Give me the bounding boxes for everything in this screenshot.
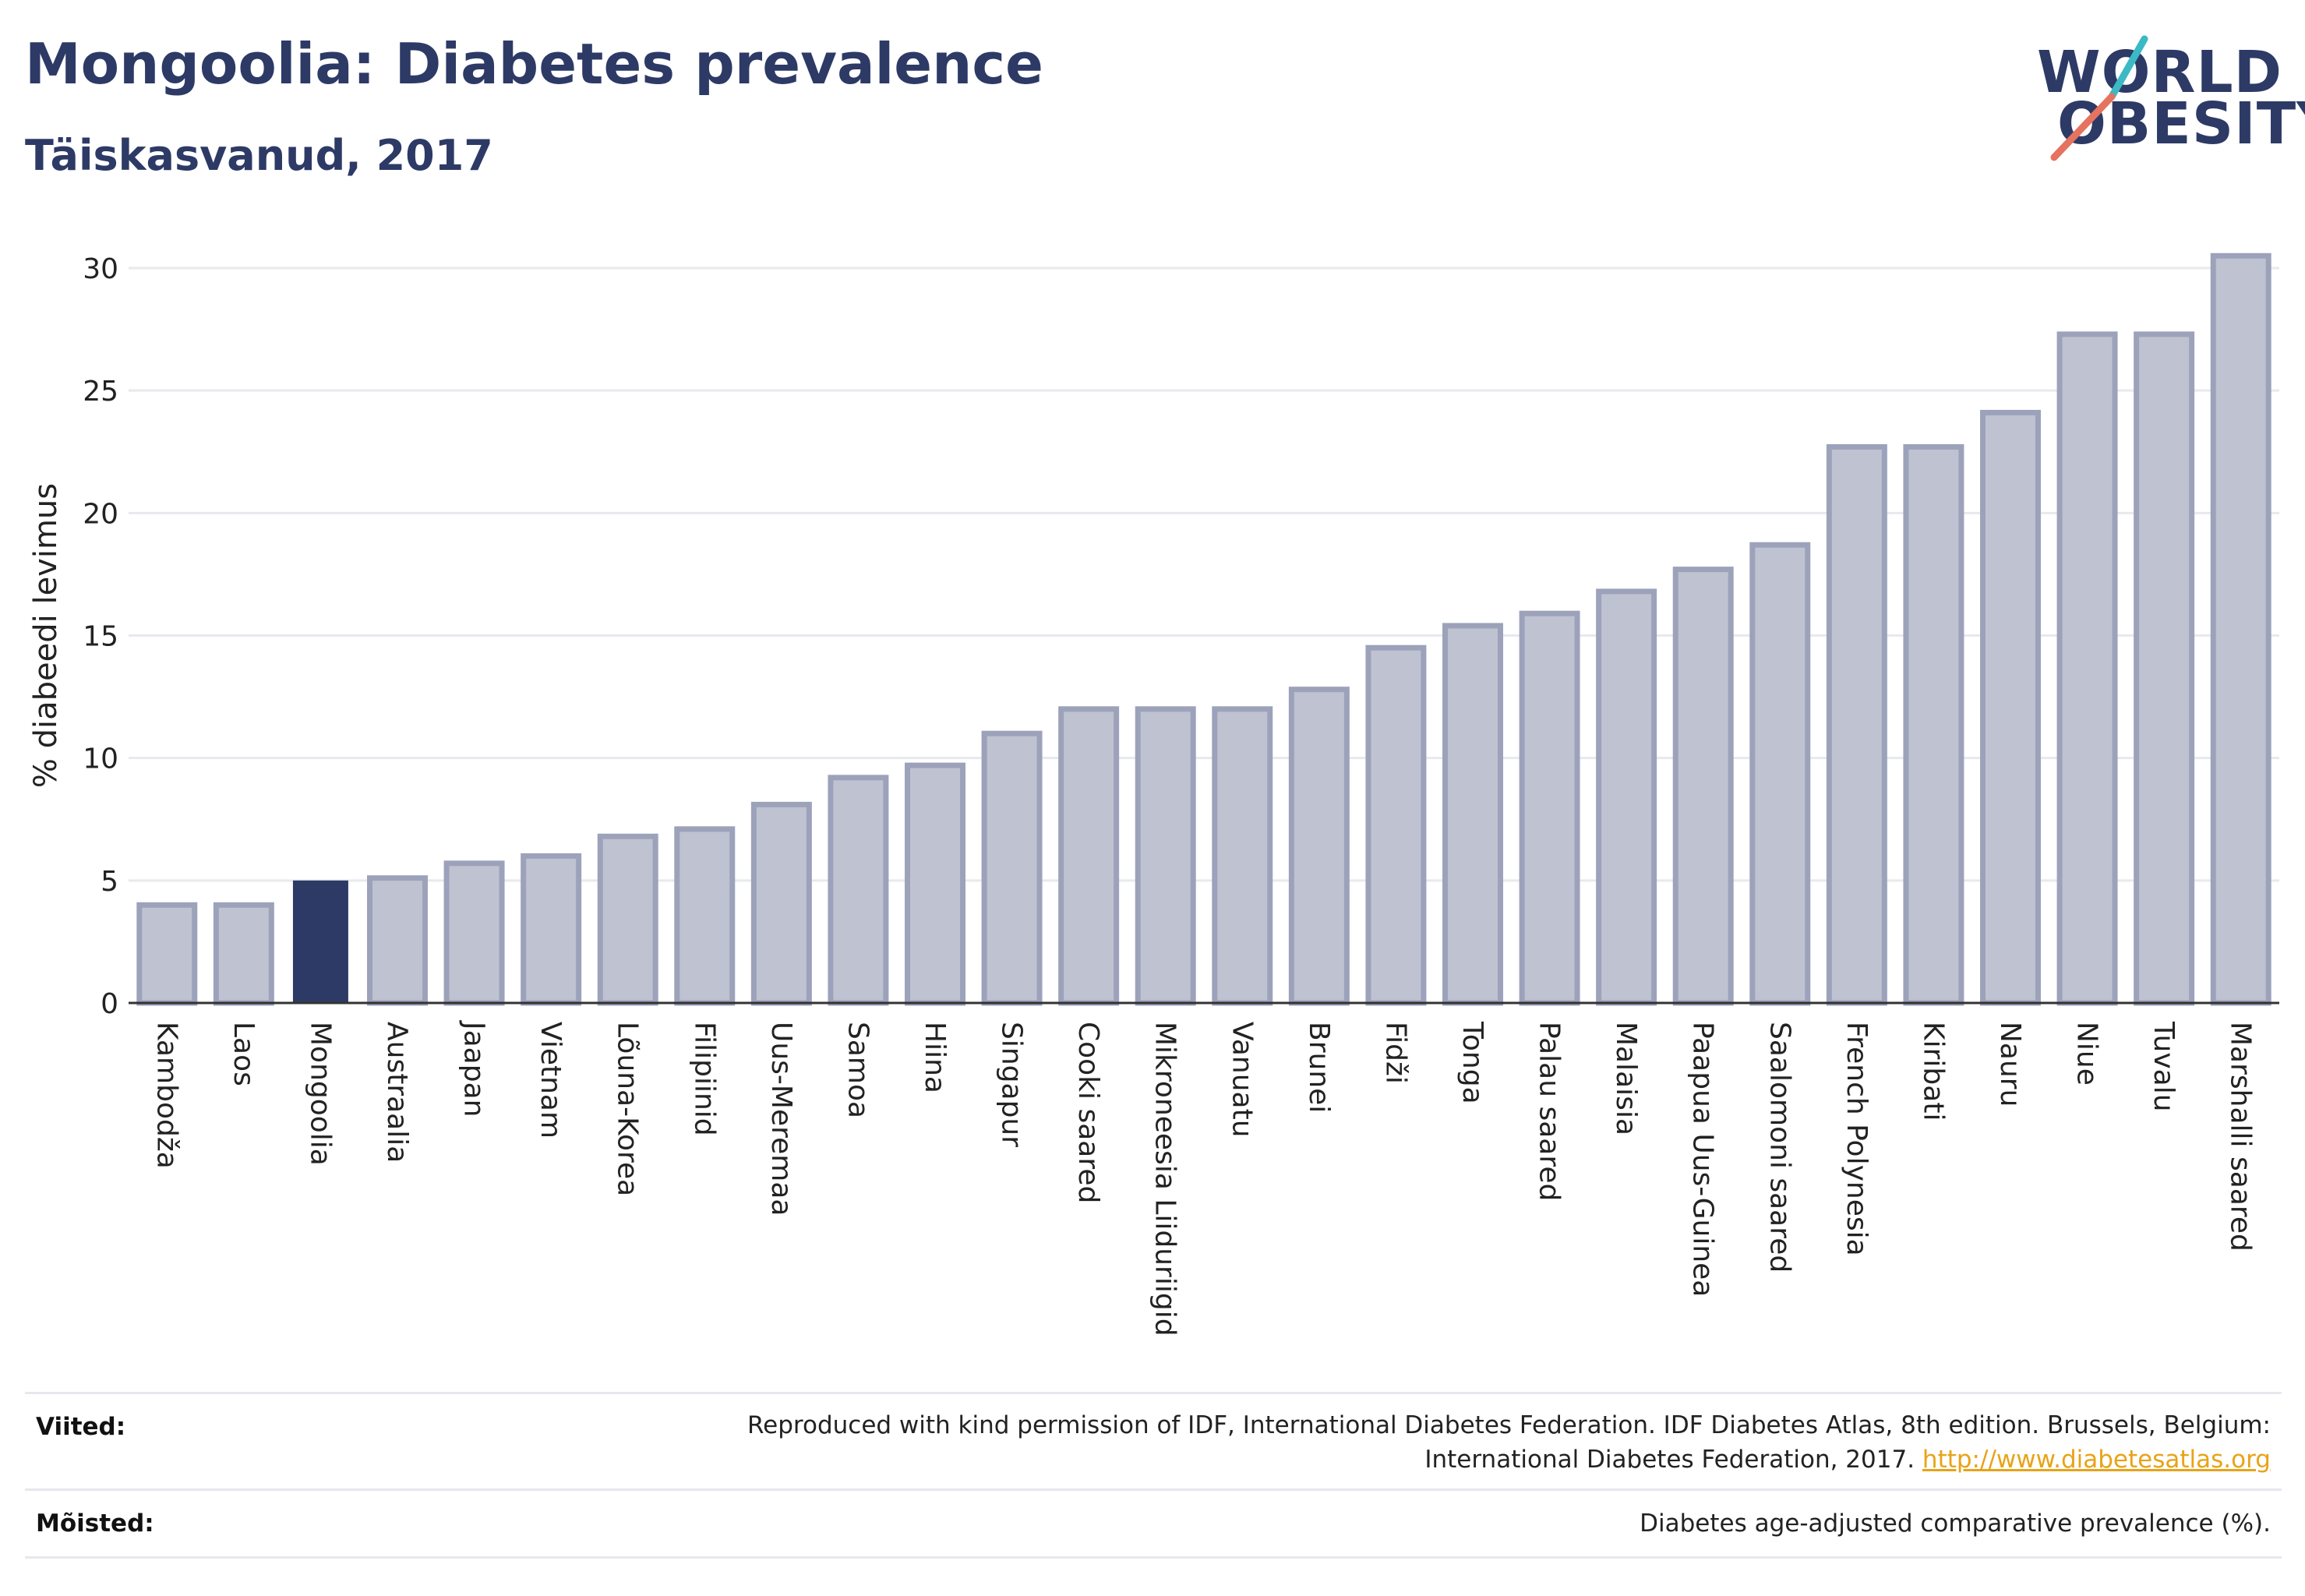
- bar-niue: [2056, 331, 2118, 1006]
- x-tick-label: Kambodža: [150, 1022, 182, 1169]
- bar-laos: [213, 902, 274, 1006]
- chart-subtitle: Täiskasvanud, 2017: [25, 131, 493, 180]
- bar-hiina: [905, 762, 965, 1006]
- x-tick-label: Hiina: [919, 1022, 951, 1093]
- world-obesity-logo: WORLD OBESITY: [2026, 31, 2305, 171]
- x-tick-label: Mongoolia: [304, 1022, 336, 1166]
- bar-singapur: [981, 730, 1043, 1006]
- x-tick-label: Brunei: [1303, 1022, 1335, 1113]
- bar-vanuatu: [1212, 706, 1273, 1006]
- x-tick-label: Uus-Meremaa: [765, 1022, 797, 1216]
- footer-definitions-row: Mõisted: Diabetes age-adjusted comparati…: [25, 1488, 2282, 1559]
- chart-title: Mongoolia: Diabetes prevalence: [25, 31, 1043, 97]
- x-tick-label: Palau saared: [1534, 1022, 1565, 1201]
- y-tick-label: 30: [83, 253, 118, 285]
- y-tick-label: 5: [101, 866, 118, 898]
- x-tick-label: Nauru: [1994, 1022, 2026, 1107]
- diabetesatlas-link[interactable]: http://www.diabetesatlas.org: [1922, 1446, 2271, 1474]
- bar-l-una-korea: [597, 833, 658, 1006]
- y-axis-label: % diabeedi levimus: [28, 483, 64, 788]
- bar-nauru: [1980, 409, 2041, 1006]
- y-tick-label: 10: [83, 743, 118, 775]
- bar-tuvalu: [2134, 331, 2195, 1006]
- x-tick-label: Paapua Uus-Guinea: [1687, 1022, 1719, 1297]
- bar-french-polynesia: [1826, 443, 1887, 1006]
- bar-mikroneesia-liiduriigid: [1135, 706, 1196, 1006]
- logo-slash-icon: [2050, 35, 2148, 161]
- bar-marshalli-saared: [2210, 252, 2271, 1006]
- x-tick-label: Austraalia: [381, 1022, 413, 1163]
- bar-saalomoni-saared: [1749, 542, 1811, 1006]
- x-tick-label: Lõuna-Korea: [612, 1022, 644, 1196]
- x-tick-label: Tonga: [1456, 1021, 1488, 1104]
- sources-line-2-text: International Diabetes Federation, 2017.: [1424, 1446, 1915, 1474]
- definitions-label: Mõisted:: [36, 1509, 154, 1538]
- bar-malaisia: [1596, 588, 1657, 1006]
- y-tick-label: 20: [83, 498, 118, 530]
- x-tick-label: Malaisia: [1610, 1022, 1642, 1135]
- bar-vietnam: [521, 853, 582, 1006]
- y-tick-label: 15: [83, 621, 118, 653]
- x-tick-label: Marshalli saared: [2225, 1022, 2257, 1252]
- logo-word-world: WORLD: [2037, 39, 2283, 106]
- x-tick-label: Samoa: [842, 1022, 874, 1118]
- bar-chart: 0 5 10 15 20 25 30 % diabeedi levimus Kambodža La…: [28, 252, 2279, 1336]
- bar-fid-i: [1365, 644, 1427, 1006]
- bar-austraalia: [367, 875, 428, 1006]
- sources-text: Reproduced with kind permission of IDF, …: [747, 1408, 2271, 1477]
- bar-kiribati: [1903, 443, 1964, 1006]
- bar-mongoolia: [292, 880, 348, 1003]
- x-tick-label: Vietnam: [535, 1022, 567, 1139]
- x-tick-label: Niue: [2071, 1022, 2103, 1086]
- x-tick-label: Filipiinid: [688, 1022, 720, 1136]
- sources-label: Viited:: [36, 1413, 126, 1441]
- bar-filipiinid: [674, 826, 736, 1006]
- x-tick-label: Mikroneesia Liiduriigid: [1149, 1022, 1181, 1336]
- bar-brunei: [1288, 687, 1350, 1006]
- bar-palau-saared: [1519, 610, 1580, 1006]
- definitions-text: Diabetes age-adjusted comparative preval…: [1640, 1509, 2271, 1538]
- y-tick-label: 0: [101, 988, 118, 1020]
- bar-uus-meremaa: [750, 801, 812, 1006]
- x-tick-label: Fidži: [1379, 1022, 1411, 1084]
- x-tick-label: Cooki saared: [1072, 1022, 1104, 1203]
- x-tick-label: Saalomoni saared: [1763, 1022, 1795, 1273]
- bar-samoa: [828, 775, 889, 1006]
- x-tick-label: Singapur: [996, 1022, 1028, 1147]
- x-tick-label: Kiribati: [1917, 1022, 1949, 1121]
- x-tick-label: Laos: [228, 1022, 259, 1086]
- footer-sources-row: Viited: Reproduced with kind permission …: [25, 1392, 2282, 1489]
- y-tick-label: 25: [83, 376, 118, 408]
- sources-line-2: International Diabetes Federation, 2017.…: [747, 1442, 2271, 1477]
- x-tick-label: Tuvalu: [2148, 1021, 2180, 1112]
- bar-kambod-a: [136, 902, 198, 1006]
- x-tick-label: Vanuatu: [1226, 1022, 1258, 1138]
- bar-jaapan: [443, 860, 505, 1006]
- x-tick-label: French Polynesia: [1841, 1022, 1873, 1256]
- bar-tonga: [1442, 623, 1503, 1006]
- x-tick-label: Jaapan: [458, 1020, 490, 1117]
- bar-paapua-uus-guinea: [1672, 567, 1734, 1006]
- bar-cooki-saared: [1058, 706, 1120, 1006]
- sources-line-1: Reproduced with kind permission of IDF, …: [747, 1411, 2271, 1439]
- logo-word-obesity: OBESITY: [2057, 90, 2305, 157]
